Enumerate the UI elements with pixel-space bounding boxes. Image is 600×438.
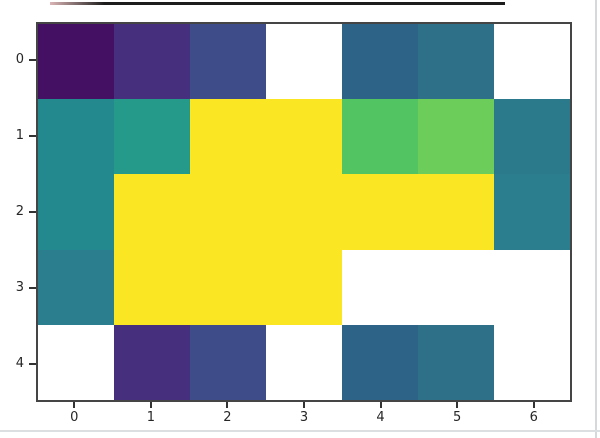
heatmap-cell — [418, 99, 494, 175]
y-tick-mark — [29, 211, 36, 213]
x-tick-label: 6 — [529, 410, 538, 425]
heatmap-grid — [38, 24, 570, 400]
heatmap-cell — [114, 174, 190, 250]
y-tick-mark — [29, 287, 36, 289]
heatmap-cell — [114, 24, 190, 100]
heatmap-cell — [38, 174, 114, 250]
y-tick-mark — [29, 135, 36, 137]
x-tick-mark — [226, 402, 229, 408]
heatmap-cell — [38, 99, 114, 175]
heatmap-cell — [190, 24, 266, 100]
x-tick-label: 2 — [223, 410, 232, 425]
heatmap-cell — [266, 99, 342, 175]
heatmap-cell — [114, 99, 190, 175]
heatmap-cell — [342, 174, 418, 250]
x-tick-mark — [456, 402, 459, 408]
heatmap-cell — [494, 174, 570, 250]
heatmap-cell — [190, 99, 266, 175]
x-tick-mark — [303, 402, 305, 408]
y-tick-mark — [29, 363, 36, 365]
heatmap-cell — [342, 24, 418, 100]
y-tick-label: 2 — [15, 204, 24, 219]
heatmap-cell — [494, 324, 570, 400]
y-tick-mark — [29, 59, 36, 61]
heatmap-cell — [190, 324, 266, 400]
heatmap-cell — [190, 249, 266, 325]
heatmap-cell — [418, 324, 494, 400]
heatmap-cell — [418, 249, 494, 325]
x-tick-label: 3 — [299, 410, 309, 425]
heatmap-cell — [266, 24, 342, 100]
x-tick-mark — [379, 402, 382, 408]
heatmap-cell — [342, 324, 418, 400]
top-accent-line — [50, 2, 505, 5]
heatmap-cell — [38, 249, 114, 325]
page-edge-bottom-line — [0, 430, 600, 432]
heatmap-cell — [114, 324, 190, 400]
y-tick-label: 1 — [15, 128, 24, 143]
x-tick-label: 5 — [453, 410, 462, 425]
page-edge-right-line — [595, 0, 597, 438]
x-tick-mark — [73, 402, 76, 408]
heatmap-cell — [342, 249, 418, 325]
heatmap-cell — [418, 24, 494, 100]
y-tick-label: 3 — [15, 280, 24, 295]
heatmap-cell — [114, 249, 190, 325]
heatmap-cell — [266, 174, 342, 250]
heatmap-cell — [190, 174, 266, 250]
heatmap-cell — [494, 24, 570, 100]
x-tick-mark — [149, 402, 152, 408]
y-tick-label: 4 — [15, 356, 24, 371]
heatmap-cell — [38, 324, 114, 400]
heatmap-cell — [38, 24, 114, 100]
x-tick-mark — [532, 402, 535, 408]
heatmap-cell — [266, 249, 342, 325]
heatmap-cell — [494, 249, 570, 325]
heatmap-cell — [342, 99, 418, 175]
x-tick-label: 1 — [146, 410, 155, 425]
heatmap-axes — [36, 22, 572, 402]
heatmap-cell — [266, 324, 342, 400]
x-tick-label: 0 — [70, 410, 79, 425]
heatmap-cell — [494, 99, 570, 175]
heatmap-cell — [418, 174, 494, 250]
x-tick-label: 4 — [376, 410, 385, 425]
y-tick-label: 0 — [15, 52, 24, 67]
